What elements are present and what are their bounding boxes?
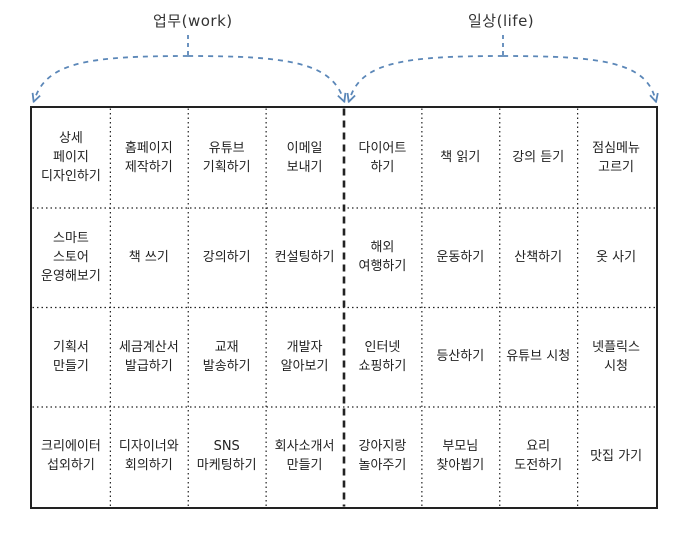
work-arrow-right [187,55,343,98]
grid-cell: 책 읽기 [440,150,481,166]
grid-cell: 개발자 알아보기 [280,339,329,374]
grid-cell: 부모님 찾아뵙기 [436,439,485,474]
grid-cell: 요리 도전하기 [514,439,563,474]
grid-cell: 회사소개서 만들기 [274,439,335,474]
grid-cell: 다이어트 하기 [358,140,407,175]
grid-cell: 강의하기 [202,249,251,265]
grid-cell: 맛집 가기 [590,448,643,464]
grid-cell: 이메일 보내기 [286,140,323,175]
grid-cell: 점심메뉴 고르기 [592,140,640,175]
work-section-label: 업무(work) [153,12,233,30]
grid-cell: 세금계산서 발급하기 [118,339,179,374]
work-arrow-left [35,55,189,98]
grid-cell: SNS 마케팅하기 [196,439,257,474]
grid-cell: 홈페이지 제작하기 [124,140,173,175]
grid-cell: 스마트 스토어 운영해보기 [41,230,101,284]
grid-cell: 디자이너와 회의하기 [118,439,179,474]
grid-cell: 강의 듣기 [512,150,565,166]
grid-cell: 산책하기 [514,249,563,265]
grid-cell: 운동하기 [436,249,485,265]
grid-cell: 책 쓰기 [128,249,169,265]
grid-cell: 상세 페이지 디자인하기 [41,131,101,185]
grid-cell: 유튜브 기획하기 [202,140,251,175]
grid-cell: 넷플릭스 시청 [592,339,640,374]
grid-cell: 옷 사기 [596,249,637,265]
grid-cell: 해외 여행하기 [358,240,407,275]
grid-cell: 등산하기 [436,349,485,365]
grid-cell: 기획서 만들기 [52,339,89,374]
grid-cell: 강아지랑 놀아주기 [358,439,407,474]
grid-cell: 크리에이터 섭외하기 [41,439,101,474]
life-arrow-left [350,55,504,98]
grid-cell: 인터넷 쇼핑하기 [358,339,407,374]
grid-cell: 컨설팅하기 [274,249,335,265]
grid-cell: 교재 발송하기 [202,339,251,374]
activity-grid: 상세 페이지 디자인하기 홈페이지 제작하기 유튜브 기획하기 이메일 보내기 다이어트… [30,106,658,509]
life-section-label: 일상(life) [468,12,535,30]
life-arrow-right [502,55,655,98]
grid-cell: 유튜브 시청 [506,349,571,365]
